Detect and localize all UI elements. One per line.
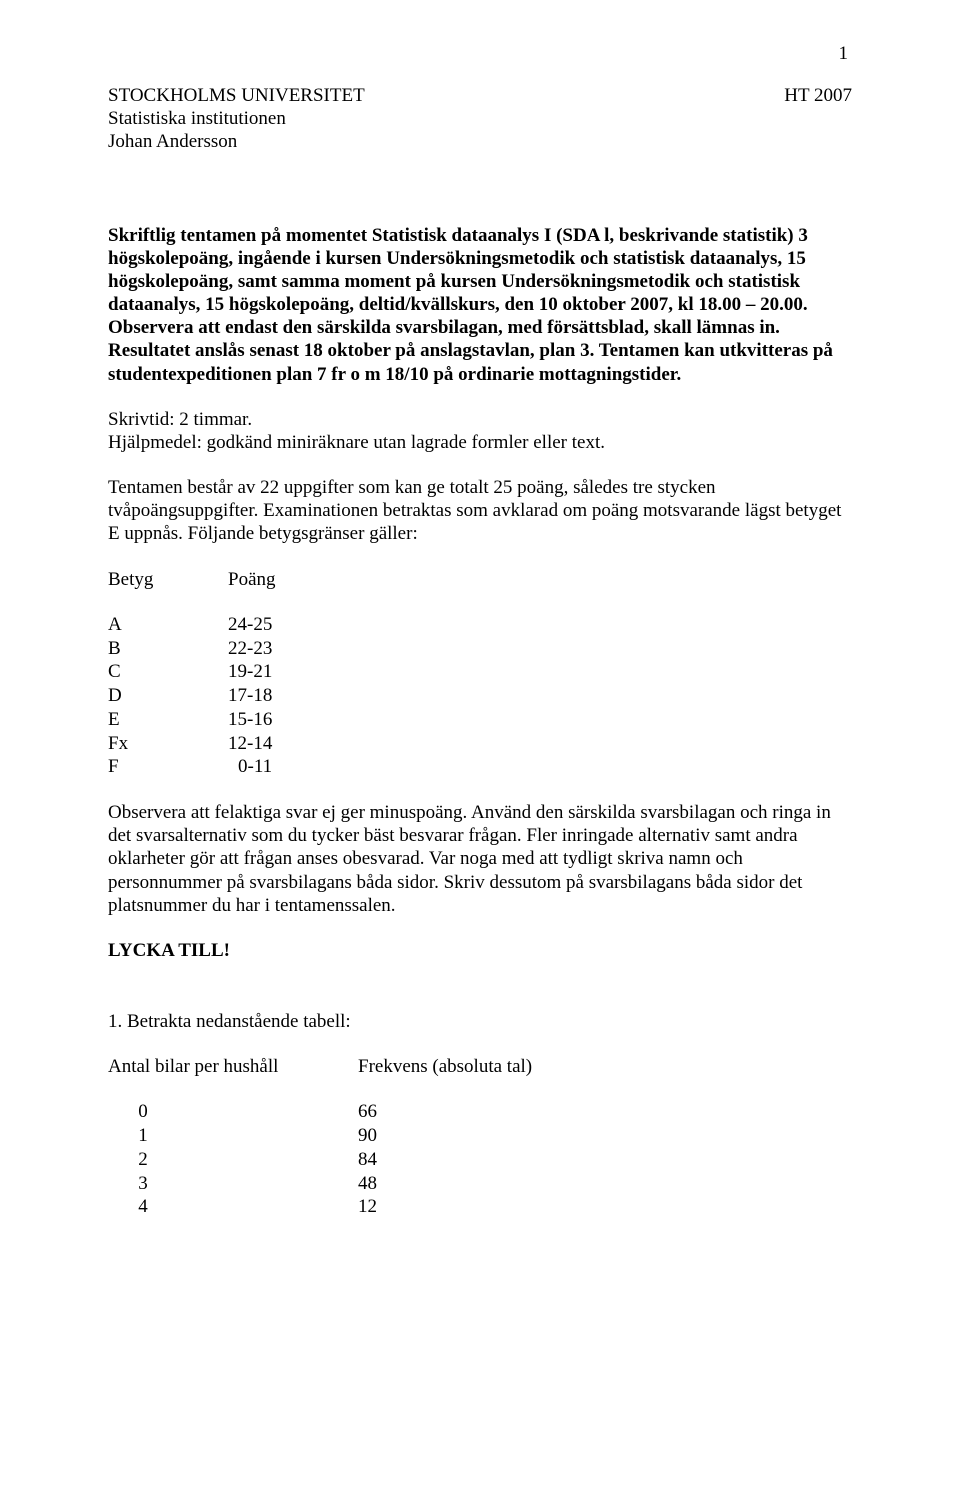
freq-n: 4: [108, 1195, 178, 1219]
page-number: 1: [839, 42, 849, 65]
header-left: STOCKHOLMS UNIVERSITET Statistiska insti…: [108, 84, 365, 154]
freq-row: 3 48: [108, 1172, 852, 1196]
document-header: STOCKHOLMS UNIVERSITET Statistiska insti…: [108, 84, 852, 154]
grade-row: E 15-16: [108, 708, 852, 732]
freq-n: 0: [108, 1100, 178, 1124]
grade-range: 24-25: [228, 613, 308, 637]
document-page: 1 STOCKHOLMS UNIVERSITET Statistiska ins…: [0, 0, 960, 1495]
scoring-paragraph: Tentamen består av 22 uppgifter som kan …: [108, 476, 852, 546]
freq-row: 2 84: [108, 1148, 852, 1172]
grade-letter: A: [108, 613, 228, 637]
freq-header-left: Antal bilar per hushåll: [108, 1055, 358, 1078]
grade-letter: E: [108, 708, 228, 732]
freq-gap: [178, 1148, 358, 1172]
freq-row: 0 66: [108, 1100, 852, 1124]
grades-header-poang: Poäng: [228, 568, 276, 591]
grade-range: 12-14: [228, 732, 308, 756]
grade-letter: Fx: [108, 732, 228, 756]
grades-table: Betyg Poäng A 24-25 B 22-23 C 19-21 D 17…: [108, 568, 852, 779]
grade-row: Fx 12-14: [108, 732, 852, 756]
instructions-paragraph: Observera att felaktiga svar ej ger minu…: [108, 801, 852, 917]
freq-n: 2: [108, 1148, 178, 1172]
grade-row: D 17-18: [108, 684, 852, 708]
freq-gap: [178, 1124, 358, 1148]
grade-range: 15-16: [228, 708, 308, 732]
grade-row: A 24-25: [108, 613, 852, 637]
freq-f: 90: [358, 1124, 418, 1148]
author-name: Johan Andersson: [108, 130, 365, 153]
freq-gap: [178, 1100, 358, 1124]
term-label: HT 2007: [784, 84, 852, 154]
grade-range: 17-18: [228, 684, 308, 708]
question-1-prompt: 1. Betrakta nedanstående tabell:: [108, 1010, 852, 1033]
grade-row: C 19-21: [108, 660, 852, 684]
freq-table-header: Antal bilar per hushåll Frekvens (absolu…: [108, 1055, 852, 1078]
hjalpmedel-line: Hjälpmedel: godkänd miniräknare utan lag…: [108, 431, 852, 454]
grades-rows: A 24-25 B 22-23 C 19-21 D 17-18 E 15-16 …: [108, 613, 852, 779]
good-luck: LYCKA TILL!: [108, 939, 852, 962]
intro-paragraph: Skriftlig tentamen på momentet Statistis…: [108, 224, 852, 386]
freq-row: 4 12: [108, 1195, 852, 1219]
freq-header-right: Frekvens (absoluta tal): [358, 1055, 532, 1078]
freq-f: 84: [358, 1148, 418, 1172]
grade-row: B 22-23: [108, 637, 852, 661]
grade-range: 19-21: [228, 660, 308, 684]
grade-letter: C: [108, 660, 228, 684]
grade-range: 22-23: [228, 637, 308, 661]
freq-gap: [178, 1172, 358, 1196]
grade-range: 0-11: [228, 755, 318, 779]
institution-name: Statistiska institutionen: [108, 107, 365, 130]
question-1: 1. Betrakta nedanstående tabell: Antal b…: [108, 1010, 852, 1219]
freq-gap: [178, 1195, 358, 1219]
freq-f: 48: [358, 1172, 418, 1196]
skrivtid-line: Skrivtid: 2 timmar.: [108, 408, 852, 431]
freq-n: 3: [108, 1172, 178, 1196]
freq-n: 1: [108, 1124, 178, 1148]
freq-f: 66: [358, 1100, 418, 1124]
time-aids-block: Skrivtid: 2 timmar. Hjälpmedel: godkänd …: [108, 408, 852, 454]
freq-f: 12: [358, 1195, 418, 1219]
grade-letter: B: [108, 637, 228, 661]
grades-header-row: Betyg Poäng: [108, 568, 852, 591]
grade-row: F 0-11: [108, 755, 852, 779]
university-name: STOCKHOLMS UNIVERSITET: [108, 84, 365, 107]
grade-letter: D: [108, 684, 228, 708]
grades-header-betyg: Betyg: [108, 568, 228, 591]
grade-letter: F: [108, 755, 228, 779]
freq-rows: 0 66 1 90 2 84 3 48 4 12: [108, 1100, 852, 1219]
freq-row: 1 90: [108, 1124, 852, 1148]
